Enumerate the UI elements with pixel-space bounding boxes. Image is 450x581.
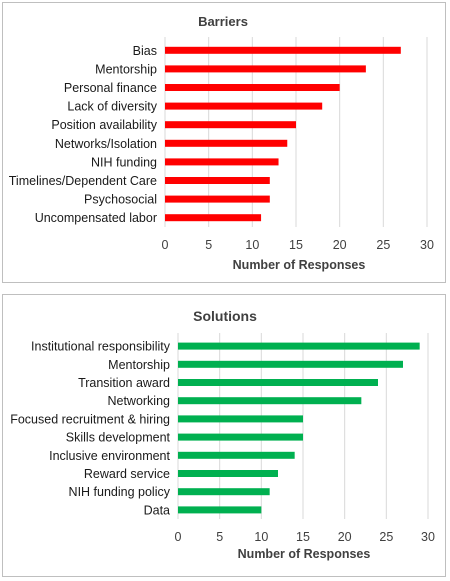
category-label: NIH funding [91,155,157,169]
category-label: Data [144,503,170,517]
category-label: Mentorship [108,358,170,372]
category-label: Inclusive environment [49,449,170,463]
bar [165,177,270,184]
x-tick-label: 5 [216,530,223,544]
bar [178,451,295,459]
category-label: Uncompensated labor [35,211,157,225]
bar [165,214,262,222]
bar [165,46,401,54]
barriers-chart: Barriers Number of Responses Bias Mentors… [9,14,434,272]
bar [165,158,279,166]
category-label: NIH funding policy [69,485,171,499]
bar [165,65,366,73]
bar [178,506,262,514]
category-label: Personal finance [64,81,157,95]
bar [178,397,362,405]
bar [165,195,270,203]
x-tick-label: 25 [379,530,393,544]
x-tick-label: 0 [175,530,182,544]
x-tick-label: 0 [162,238,169,252]
category-label: Networking [107,394,170,408]
solutions-chart: Solutions Number of Responses Institutio… [10,308,435,561]
bar [165,121,296,129]
chart-title: Barriers [198,14,248,29]
x-tick-label: 5 [205,238,212,252]
x-tick-label: 10 [254,530,268,544]
bar [165,102,323,110]
bar [178,470,278,477]
category-label: Psychosocial [84,193,157,207]
category-label: Reward service [84,467,170,481]
barriers-chart-panel: Barriers Number of Responses Bias Mentors… [2,2,446,283]
solutions-chart-panel: Solutions Number of Responses Institutio… [2,294,446,577]
x-tick-label: 10 [245,238,259,252]
category-label: Transition award [78,376,170,390]
x-axis-label: Number of Responses [238,547,371,561]
x-axis-label: Number of Responses [233,258,366,272]
category-label: Networks/Isolation [55,137,157,151]
category-label: Institutional responsibility [31,340,171,354]
bar [178,342,420,350]
x-tick-label: 15 [296,530,310,544]
bar [178,488,270,496]
bar [178,433,303,441]
bar [165,84,340,91]
x-tick-label: 25 [376,238,390,252]
chart-title: Solutions [193,308,257,324]
category-label: Focused recruitment & hiring [10,412,170,426]
category-label: Mentorship [95,62,157,76]
x-tick-label: 20 [338,530,352,544]
bar [178,415,303,423]
bar [178,360,403,368]
x-tick-label: 30 [421,530,435,544]
category-label: Lack of diversity [67,100,157,114]
category-label: Timelines/Dependent Care [9,174,157,188]
category-label: Skills development [66,431,171,445]
x-tick-label: 15 [289,238,303,252]
x-tick-label: 20 [333,238,347,252]
bar [165,139,288,147]
category-label: Bias [133,44,157,58]
x-tick-label: 30 [420,238,434,252]
category-label: Position availability [51,118,157,132]
bar [178,379,378,386]
